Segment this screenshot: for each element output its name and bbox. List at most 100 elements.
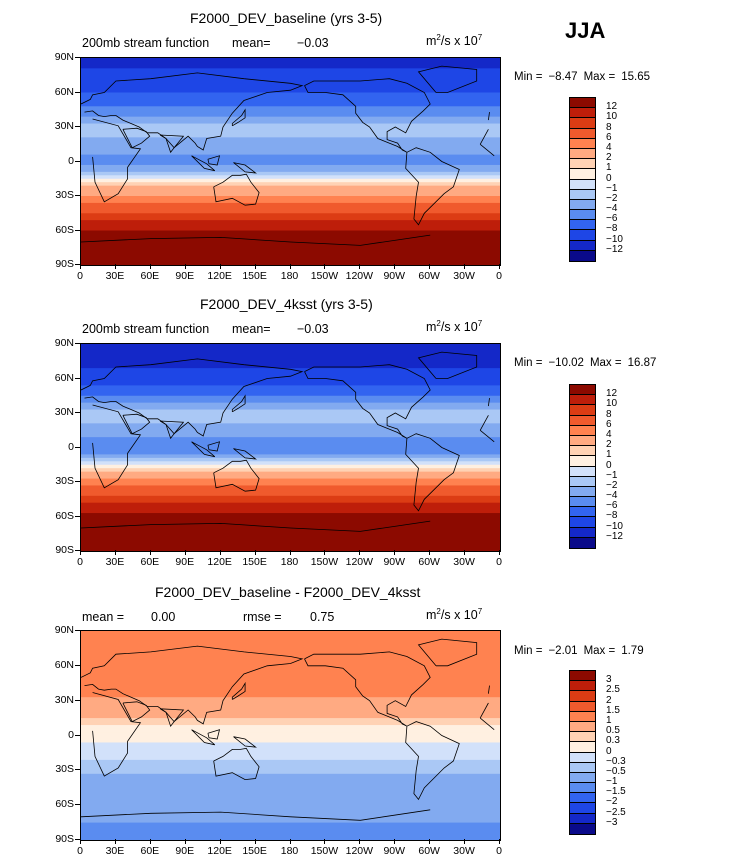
colorbar-label: 12 bbox=[606, 101, 618, 113]
x-tick bbox=[429, 550, 431, 555]
colorbar-swatch bbox=[570, 148, 595, 160]
contour-band bbox=[81, 533, 500, 538]
y-tick bbox=[75, 630, 80, 631]
y-tick bbox=[75, 91, 80, 93]
max-label: Max = bbox=[583, 645, 616, 657]
colorbar-label: 1 bbox=[606, 162, 612, 174]
coastline bbox=[213, 173, 260, 206]
colorbar-swatch bbox=[570, 517, 595, 528]
contour-band bbox=[81, 721, 500, 726]
x-tick bbox=[324, 839, 326, 844]
coastline bbox=[81, 72, 304, 151]
contour-band bbox=[81, 251, 500, 256]
contour-band bbox=[81, 399, 500, 404]
contour-band bbox=[81, 444, 500, 449]
colorbar-swatch bbox=[570, 456, 595, 467]
colorbar-swatch bbox=[570, 179, 595, 190]
contour-band bbox=[81, 683, 500, 688]
contour-band bbox=[81, 147, 500, 152]
x-tick bbox=[289, 839, 291, 844]
contour-band bbox=[81, 437, 500, 442]
contour-band bbox=[81, 773, 500, 778]
x-tick bbox=[254, 839, 256, 844]
x-tick-label: 180 bbox=[280, 556, 299, 568]
contour-band bbox=[81, 523, 500, 528]
contour-band bbox=[81, 82, 500, 87]
coastline bbox=[92, 404, 142, 489]
contour-band bbox=[81, 728, 500, 733]
colorbar-label: −8 bbox=[606, 223, 618, 235]
colorbar-label: −2 bbox=[606, 192, 618, 204]
x-tick bbox=[80, 839, 81, 844]
y-tick bbox=[75, 699, 80, 701]
units-label: m2/s x 107 bbox=[426, 33, 483, 49]
contour-band bbox=[81, 637, 500, 643]
contour-band bbox=[81, 189, 500, 194]
x-tick-label: 90E bbox=[175, 270, 195, 282]
contour-band bbox=[81, 829, 500, 834]
contour-band bbox=[81, 164, 500, 169]
x-tick-label: 0 bbox=[77, 556, 83, 568]
contour-band bbox=[81, 478, 500, 483]
contour-band bbox=[81, 171, 500, 176]
colorbar-swatch bbox=[570, 823, 595, 834]
coastline bbox=[488, 398, 490, 407]
colorbar-label: −2 bbox=[606, 796, 618, 808]
y-tick bbox=[75, 550, 80, 551]
colorbar-swatch bbox=[570, 230, 595, 241]
colorbar bbox=[569, 97, 596, 262]
y-tick-label: 0 bbox=[68, 728, 74, 741]
contour-band bbox=[81, 71, 500, 76]
colorbar-swatch bbox=[570, 497, 595, 508]
x-tick-label: 90W bbox=[383, 270, 406, 282]
x-tick bbox=[464, 264, 466, 269]
contour-band bbox=[81, 161, 500, 166]
colorbar bbox=[569, 670, 596, 835]
coastline bbox=[290, 234, 431, 246]
colorbar-label: 8 bbox=[606, 408, 612, 420]
contour-band bbox=[81, 686, 500, 691]
colorbar-swatch bbox=[570, 691, 595, 702]
contour-band bbox=[81, 738, 500, 744]
y-tick-label: 90N bbox=[54, 51, 74, 63]
contour-band bbox=[81, 168, 500, 173]
x-tick-label: 0 bbox=[77, 270, 83, 282]
min-max-readout: Min = −2.01 Max = 1.79 bbox=[514, 645, 650, 657]
x-tick bbox=[499, 839, 500, 844]
y-tick bbox=[75, 229, 80, 231]
coastline bbox=[191, 441, 216, 458]
contour-band bbox=[81, 206, 500, 211]
contour-band bbox=[81, 662, 500, 667]
y-tick bbox=[75, 804, 80, 806]
colorbar-swatch bbox=[570, 446, 595, 457]
contour-band bbox=[81, 468, 500, 473]
x-tick bbox=[394, 550, 396, 555]
contour-band bbox=[81, 202, 500, 207]
contour-band bbox=[81, 735, 500, 740]
contour-band bbox=[81, 123, 500, 128]
x-tick bbox=[429, 839, 431, 844]
coastline bbox=[479, 429, 495, 443]
contour-band bbox=[81, 406, 500, 411]
x-tick-label: 120W bbox=[345, 845, 374, 857]
coastline bbox=[213, 747, 260, 781]
y-tick-label: 30S bbox=[55, 475, 74, 487]
colorbar-label: 2 bbox=[606, 439, 612, 451]
x-tick-label: 60W bbox=[418, 845, 440, 857]
contour-band bbox=[81, 697, 500, 702]
contour-band bbox=[81, 381, 500, 386]
contour-band bbox=[81, 261, 500, 265]
y-tick-label: 0 bbox=[68, 154, 74, 167]
contour-band bbox=[81, 798, 500, 803]
colorbar-label: −12 bbox=[606, 530, 623, 542]
max-value: 1.79 bbox=[621, 645, 644, 657]
contour-band bbox=[81, 75, 500, 80]
coastline bbox=[81, 236, 291, 243]
colorbar-label: 1 bbox=[606, 714, 612, 726]
colorbar-swatch bbox=[570, 671, 595, 682]
x-tick-label: 90E bbox=[175, 556, 195, 568]
colorbar-swatch bbox=[570, 681, 595, 692]
y-tick bbox=[75, 734, 80, 736]
contour-band bbox=[81, 475, 500, 480]
coastline bbox=[417, 638, 478, 667]
